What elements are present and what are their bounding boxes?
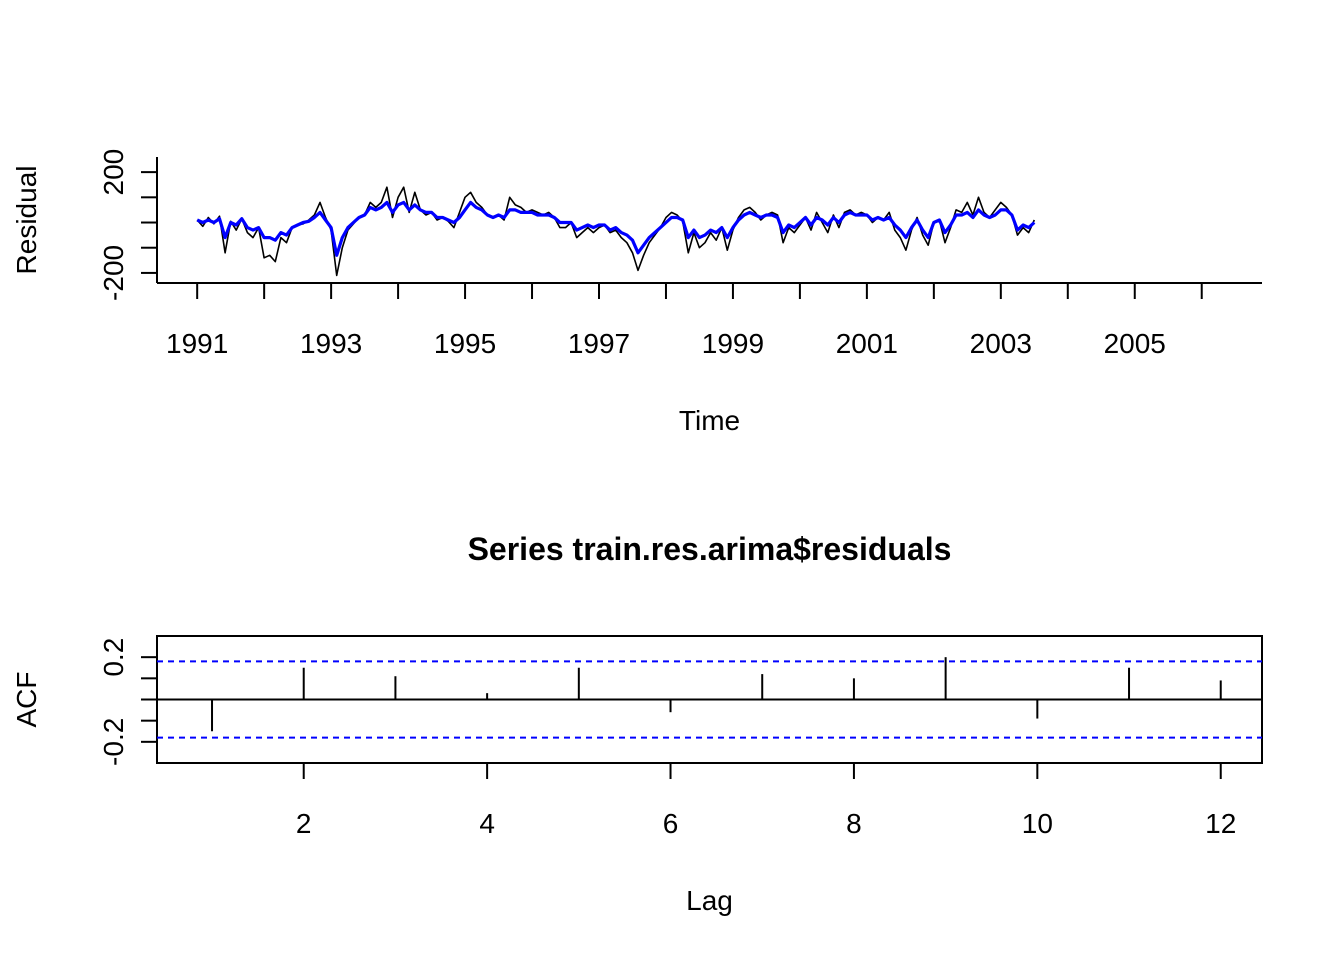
acf-y-axis-title: ACF [11,672,42,728]
acf-x-tick-label: 4 [479,808,495,839]
residual-x-tick-label: 2005 [1104,328,1166,359]
residual-x-tick-label: 1995 [434,328,496,359]
residual-y-tick-label: -200 [98,245,129,301]
acf-x-axis-title: Lag [686,885,733,916]
residual-x-tick-label: 1991 [166,328,228,359]
acf-x-tick-label: 2 [296,808,312,839]
residual-x-tick-label: 2003 [970,328,1032,359]
residual-x-tick-label: 1993 [300,328,362,359]
acf-confidence-bounds [157,660,1262,739]
acf-y-tick-label: -0.2 [98,718,129,766]
residual-series-line [196,186,1036,277]
acf-bars [211,657,1222,732]
acf-plot-title: Series train.res.arima$residuals [468,531,952,567]
acf-x-tick-label: 6 [663,808,679,839]
acf-panel: Series train.res.arima$residuals 2 4 6 8 10 1… [11,531,1263,916]
residual-x-tick-label: 1997 [568,328,630,359]
residual-series-lines [196,186,1036,277]
residual-x-tick-label: 2001 [836,328,898,359]
residual-x-axis-title: Time [679,405,740,436]
residual-y-axis-title: Residual [11,166,42,275]
residual-time-series-panel: 1991 1993 1995 1997 1999 2001 2003 2005-200200 … [11,149,1262,436]
residual-axes: 1991 1993 1995 1997 1999 2001 2003 2005 -200 200 [98,149,1262,359]
acf-x-tick-label: 12 [1205,808,1236,839]
residual-y-tick-label: 200 [98,149,129,196]
acf-x-tick-label: 10 [1022,808,1053,839]
acf-x-tick-label: 8 [846,808,862,839]
acf-y-tick-label: 0.2 [98,638,129,677]
fitted-series-line [196,200,1036,257]
residual-x-tick-label: 1999 [702,328,764,359]
acf-axes: 2 4 6 8 10 12 -0.2 0.2 [98,638,1262,839]
